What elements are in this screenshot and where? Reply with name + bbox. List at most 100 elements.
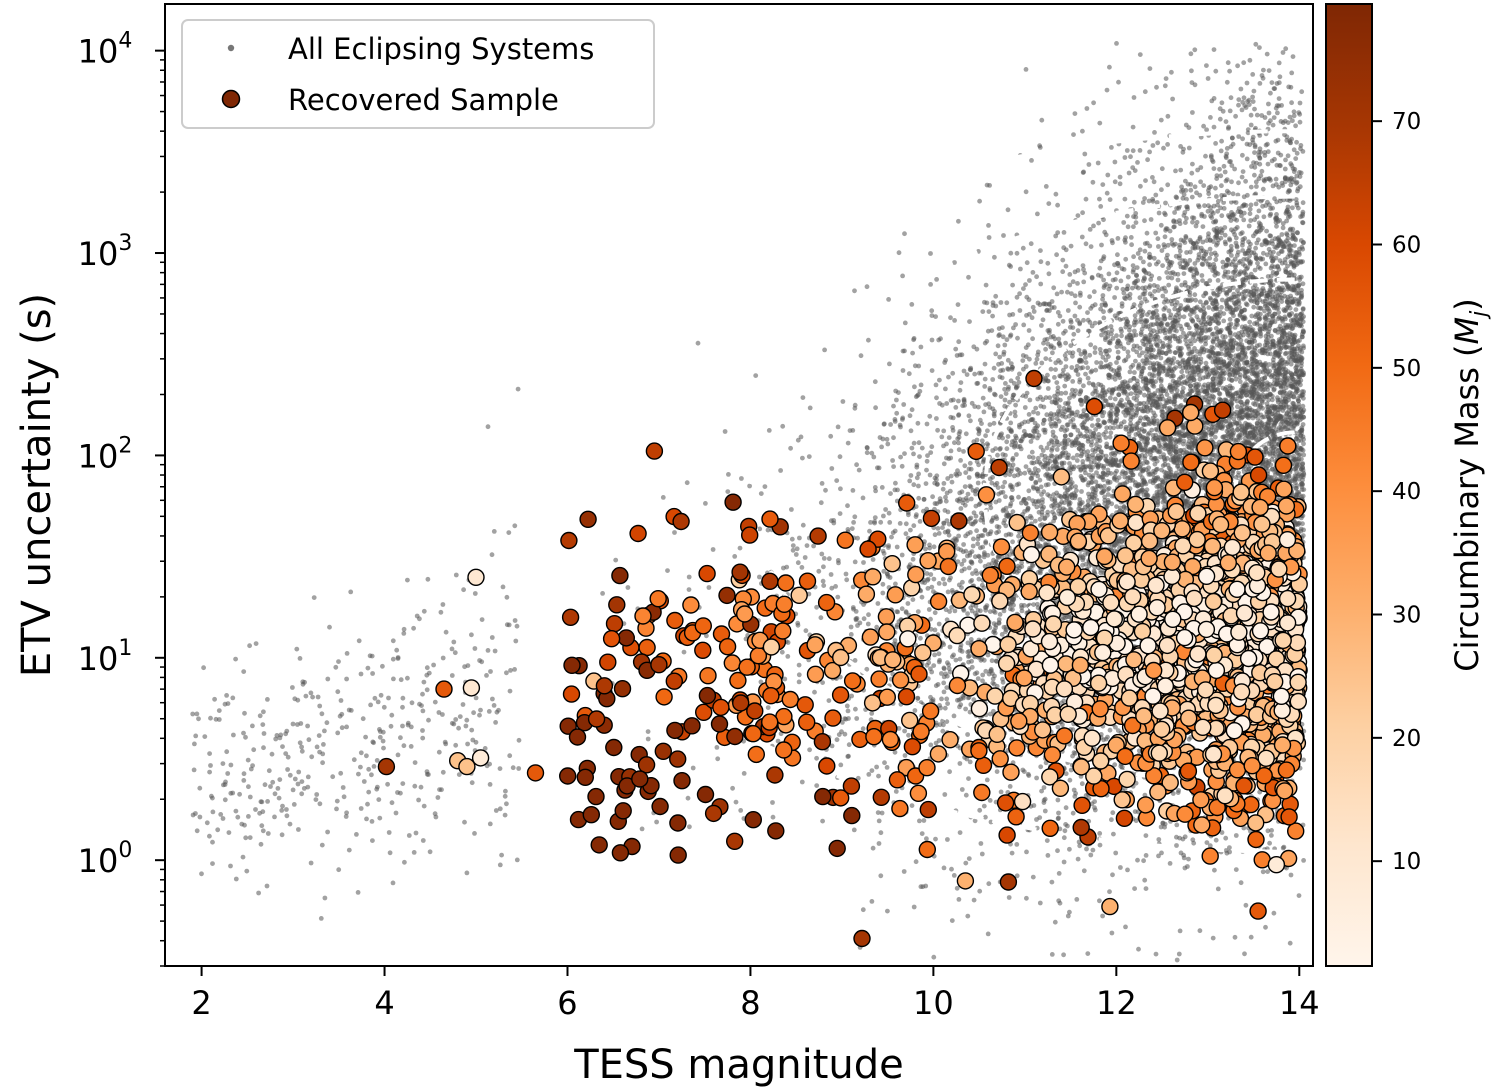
- bg-point: [949, 918, 955, 923]
- bg-point: [1184, 196, 1189, 202]
- bg-point: [849, 693, 854, 699]
- bg-point: [242, 822, 247, 828]
- bg-point: [1202, 203, 1207, 209]
- bg-point: [1251, 304, 1257, 310]
- bg-point: [991, 420, 997, 426]
- bg-point: [1222, 239, 1228, 245]
- bg-point: [900, 368, 906, 373]
- bg-point: [1098, 350, 1104, 356]
- bg-point: [935, 427, 940, 433]
- bg-point: [928, 251, 933, 256]
- plot-area: [165, 4, 1313, 966]
- bg-point: [1067, 461, 1072, 466]
- bg-point: [1044, 838, 1050, 843]
- bg-point: [924, 571, 930, 576]
- bg-point: [1279, 299, 1285, 304]
- bg-point: [1242, 951, 1247, 957]
- bg-point: [965, 732, 970, 737]
- bg-point: [194, 711, 200, 717]
- bg-point: [1021, 322, 1027, 328]
- bg-point: [190, 711, 196, 717]
- bg-point: [971, 510, 977, 516]
- bg-point: [945, 837, 950, 842]
- bg-point: [1022, 405, 1028, 410]
- bg-point: [907, 478, 913, 484]
- bg-point: [864, 284, 870, 290]
- bg-point: [493, 808, 499, 813]
- bg-point: [907, 413, 913, 419]
- bg-point: [1248, 202, 1254, 208]
- bg-point: [473, 739, 479, 745]
- bg-point: [796, 679, 802, 685]
- bg-point: [900, 273, 905, 279]
- bg-point: [193, 733, 199, 739]
- bg-point: [1037, 900, 1043, 906]
- bg-point: [971, 897, 977, 903]
- bg-point: [1226, 126, 1231, 131]
- bg-point: [502, 793, 508, 799]
- bg-point: [956, 398, 961, 404]
- bg-point: [1015, 375, 1021, 381]
- bg-point: [485, 648, 491, 653]
- bg-point: [684, 480, 690, 486]
- bg-point: [981, 803, 987, 809]
- bg-point: [1037, 145, 1043, 150]
- bg-point: [741, 771, 747, 776]
- bg-point: [1072, 111, 1078, 116]
- bg-point: [398, 677, 404, 683]
- bg-point: [936, 581, 942, 586]
- bg-point: [438, 609, 444, 615]
- bg-point: [770, 800, 775, 805]
- bg-point: [876, 818, 882, 824]
- bg-point: [1014, 842, 1020, 847]
- bg-point: [928, 742, 934, 748]
- bg-point: [1071, 132, 1076, 138]
- bg-point: [369, 772, 374, 778]
- bg-point: [1173, 168, 1178, 174]
- bg-point: [797, 535, 802, 541]
- bg-point: [899, 552, 905, 558]
- bg-point: [1051, 305, 1057, 310]
- bg-point: [625, 585, 631, 590]
- bg-point: [1192, 292, 1198, 298]
- bg-point: [1030, 270, 1036, 275]
- bg-point: [1288, 872, 1294, 878]
- bg-point: [957, 761, 963, 766]
- bg-point: [1159, 166, 1165, 172]
- bg-point: [1111, 831, 1116, 837]
- bg-point: [237, 791, 243, 797]
- bg-point: [314, 744, 320, 750]
- bg-point: [348, 589, 354, 595]
- bg-point: [933, 683, 939, 689]
- bg-point: [1293, 123, 1298, 129]
- bg-point: [950, 370, 956, 376]
- bg-point: [1198, 165, 1204, 170]
- bg-point: [1113, 850, 1119, 856]
- bg-point: [1101, 277, 1106, 283]
- bg-point: [854, 462, 859, 468]
- bg-point: [275, 786, 281, 791]
- bg-point: [321, 742, 326, 747]
- bg-point: [351, 757, 357, 763]
- bg-point: [919, 594, 925, 600]
- bg-point: [1012, 409, 1018, 415]
- bg-point: [1125, 224, 1131, 230]
- bg-point: [1019, 560, 1024, 566]
- bg-point: [916, 495, 922, 501]
- bg-point: [896, 250, 902, 256]
- bg-point: [1020, 358, 1026, 363]
- bg-point: [1098, 360, 1104, 366]
- bg-point: [966, 413, 972, 419]
- bg-point: [1280, 225, 1286, 231]
- bg-point: [225, 771, 231, 776]
- bg-point: [1107, 889, 1112, 895]
- bg-point: [1188, 182, 1194, 187]
- bg-point: [1002, 342, 1008, 348]
- bg-point: [469, 727, 475, 733]
- bg-point: [893, 388, 899, 394]
- bg-point: [343, 814, 349, 819]
- bg-point: [931, 954, 937, 960]
- bg-point: [861, 560, 866, 565]
- bg-point: [902, 728, 907, 734]
- bg-point: [1223, 835, 1229, 841]
